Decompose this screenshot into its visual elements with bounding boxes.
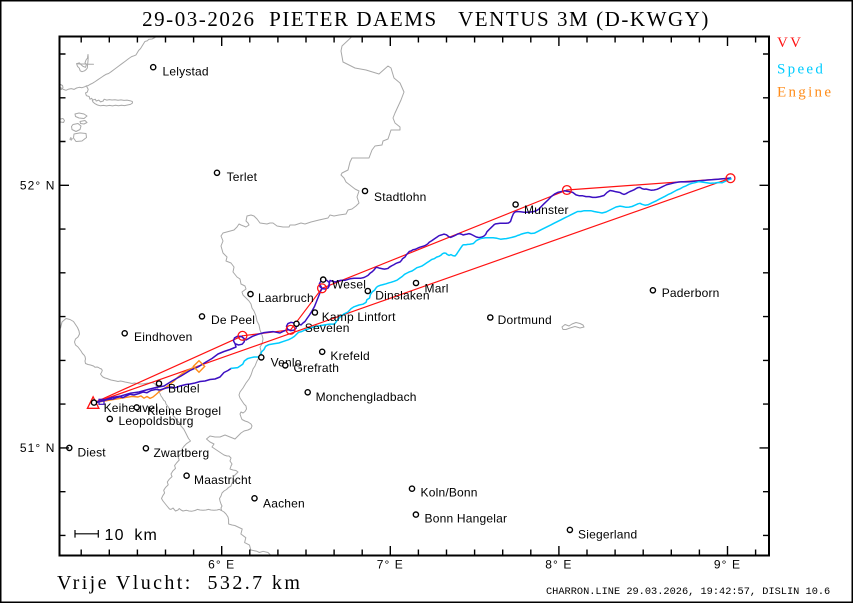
svg-text:Vrije Vlucht: 532.7 km: Vrije Vlucht: 532.7 km [57, 572, 302, 594]
svg-text:CHARRON.LINE 29.03.2026, 19:42: CHARRON.LINE 29.03.2026, 19:42:57, DISLI… [546, 586, 830, 598]
svg-text:Budel: Budel [168, 382, 200, 396]
svg-text:Krefeld: Krefeld [330, 349, 369, 363]
svg-text:9° E: 9° E [714, 558, 741, 572]
svg-text:Sevelen: Sevelen [305, 321, 350, 335]
svg-text:Zwartberg: Zwartberg [154, 446, 210, 460]
svg-text:Dortmund: Dortmund [498, 313, 552, 327]
svg-text:VV: VV [777, 35, 803, 51]
svg-text:Siegerland: Siegerland [578, 528, 637, 542]
svg-text:Speed: Speed [777, 62, 825, 78]
svg-text:8° E: 8° E [545, 558, 572, 572]
svg-text:Engine: Engine [777, 85, 833, 101]
svg-text:Monchengladbach: Monchengladbach [316, 390, 417, 404]
svg-text:Eindhoven: Eindhoven [134, 330, 193, 344]
svg-text:7° E: 7° E [377, 558, 404, 572]
svg-text:Lelystad: Lelystad [163, 65, 209, 79]
svg-text:51° N: 51° N [20, 441, 56, 455]
svg-text:10 km: 10 km [105, 527, 159, 544]
svg-text:Marl: Marl [425, 282, 449, 296]
svg-text:Koln/Bonn: Koln/Bonn [421, 486, 478, 500]
svg-text:Wesel: Wesel [332, 278, 366, 292]
svg-text:Kleine Brogel: Kleine Brogel [147, 404, 221, 418]
svg-text:Bonn Hangelar: Bonn Hangelar [425, 512, 508, 526]
svg-text:Kamp Lintfort: Kamp Lintfort [322, 310, 396, 324]
svg-text:Keiheuvel: Keiheuvel [104, 401, 159, 415]
svg-text:De Peel: De Peel [211, 313, 255, 327]
svg-text:Munster: Munster [524, 203, 569, 217]
svg-text:Grefrath: Grefrath [294, 361, 340, 375]
svg-text:Aachen: Aachen [263, 497, 305, 511]
svg-text:Stadtlohn: Stadtlohn [374, 190, 427, 204]
svg-text:29-03-2026 PIETER DAEMS VEN: 29-03-2026 PIETER DAEMS VENTUS 3M (D-KWG… [142, 7, 710, 31]
svg-text:Leopoldsburg: Leopoldsburg [119, 414, 194, 428]
svg-text:Diest: Diest [78, 446, 107, 460]
svg-text:Paderborn: Paderborn [662, 286, 720, 300]
svg-text:Laarbruch: Laarbruch [258, 291, 314, 305]
svg-text:Terlet: Terlet [227, 170, 258, 184]
svg-text:52° N: 52° N [20, 179, 56, 193]
svg-text:Maastricht: Maastricht [194, 473, 252, 487]
svg-text:6° E: 6° E [208, 558, 235, 572]
svg-text:Dinslaken: Dinslaken [375, 289, 430, 303]
